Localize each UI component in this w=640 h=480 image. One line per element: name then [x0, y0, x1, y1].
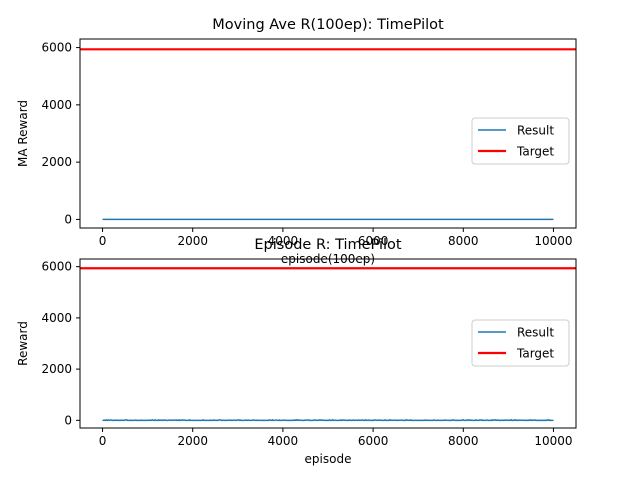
x-tick-label: 4000 [268, 234, 299, 248]
y-tick-label: 6000 [41, 260, 72, 274]
x-axis-label: episode [305, 452, 352, 466]
x-tick-label: 0 [99, 234, 107, 248]
x-tick-label: 10000 [534, 434, 572, 448]
x-tick-label: 6000 [358, 234, 389, 248]
x-tick-label: 2000 [177, 434, 208, 448]
series-line-result [102, 418, 554, 422]
axes-frame [79, 258, 577, 429]
x-tick-label: 6000 [358, 434, 389, 448]
y-tick-label: 2000 [41, 362, 72, 376]
y-axis-label: Reward [16, 321, 30, 366]
y-tick-label: 0 [64, 212, 72, 226]
y-tick-label: 4000 [41, 311, 72, 325]
legend-label-result: Result [517, 124, 554, 138]
y-tick-label: 2000 [41, 155, 72, 169]
y-tick-label: 6000 [41, 41, 72, 55]
x-tick-label: 2000 [177, 234, 208, 248]
y-axis-label: MA Reward [16, 100, 30, 167]
legend-label-target: Target [516, 145, 554, 159]
chart-title: Episode R: TimePilot [254, 237, 402, 253]
x-tick-label: 8000 [448, 234, 479, 248]
legend-label-result: Result [517, 326, 554, 340]
y-tick-label: 0 [64, 413, 72, 427]
x-tick-label: 8000 [448, 434, 479, 448]
chart-title: Moving Ave R(100ep): TimePilot [212, 17, 444, 33]
x-tick-label: 0 [99, 434, 107, 448]
chart-episode-reward: 0 2000 4000 6000 8000 10000 0 2000 4000 6000 episo… [16, 237, 577, 466]
axes-frame [79, 38, 577, 229]
x-tick-label: 4000 [268, 434, 299, 448]
y-tick-label: 4000 [41, 98, 72, 112]
x-tick-label: 10000 [534, 234, 572, 248]
legend-label-target: Target [516, 347, 554, 361]
